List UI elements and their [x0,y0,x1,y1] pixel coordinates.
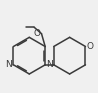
Text: N: N [46,60,53,69]
Text: O: O [86,42,93,51]
Text: N: N [5,60,12,69]
Text: O: O [34,29,41,38]
